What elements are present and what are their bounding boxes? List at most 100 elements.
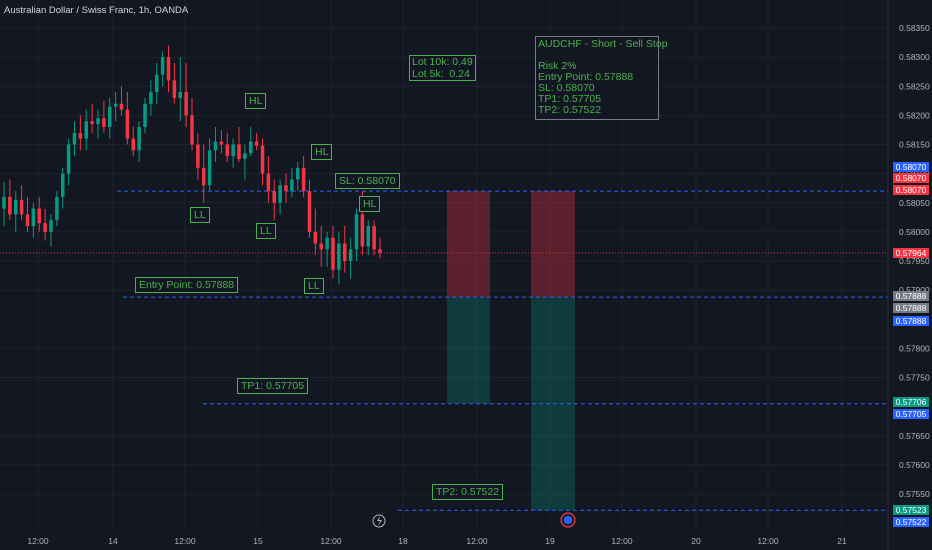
info-line: TP2: 0.57522	[538, 104, 602, 116]
price-tag: 0.57964	[893, 248, 929, 258]
info-line: AUDCHF - Short - Sell Stop	[538, 38, 668, 50]
candle-body	[31, 208, 36, 227]
candle-body	[154, 74, 159, 93]
swing-label-hl[interactable]: HL	[311, 144, 333, 160]
price-tag: 0.57888	[893, 291, 929, 301]
swing-label-hl[interactable]: HL	[245, 93, 267, 109]
info-line: TP1: 0.57705	[538, 93, 602, 105]
x-tick-label: 14	[108, 536, 118, 546]
y-tick-label: 0.57650	[899, 431, 930, 441]
candle-body	[337, 243, 341, 270]
candle-body	[360, 214, 365, 247]
swing-label-ll[interactable]: LL	[256, 223, 276, 239]
price-tag: 0.58070	[893, 173, 929, 183]
candle-body	[160, 57, 165, 75]
x-tick-label: 12:00	[757, 536, 779, 546]
candle-body	[143, 103, 147, 128]
candle-body	[49, 220, 53, 232]
symbol-title: Australian Dollar / Swiss Franc, 1h, OAN…	[4, 5, 189, 16]
candle-body	[325, 237, 329, 250]
candle-body	[125, 109, 130, 139]
candle-body	[348, 249, 353, 261]
x-tick-label: 19	[545, 536, 555, 546]
candle-body	[72, 132, 77, 145]
candle-body	[37, 208, 42, 224]
x-tick-label: 21	[837, 536, 847, 546]
swing-label-ll[interactable]: LL	[190, 207, 210, 223]
price-tag: 0.57523	[893, 505, 929, 515]
candle-body	[43, 223, 47, 232]
trade-info-box[interactable]: AUDCHF - Short - Sell Stop Risk 2% Entry…	[535, 36, 668, 120]
info-line: SL: 0.58070	[538, 82, 595, 94]
candle-body	[331, 237, 335, 270]
candle-body	[284, 185, 288, 192]
candle-body	[254, 141, 259, 146]
candle-body	[8, 196, 12, 215]
y-tick-label: 0.57750	[899, 373, 930, 383]
chart-grid	[0, 0, 888, 532]
candle-body	[13, 199, 18, 215]
candle-body	[272, 191, 277, 203]
y-tick-label: 0.57950	[899, 256, 930, 266]
candle-body	[266, 173, 271, 192]
candle-body	[119, 103, 124, 110]
risk-zone	[447, 191, 490, 298]
candle-body	[137, 127, 141, 151]
candle-body	[19, 199, 24, 215]
candle-body	[90, 121, 94, 125]
candle-body	[307, 191, 312, 232]
reward-zone	[447, 297, 490, 404]
candle-body	[225, 144, 230, 157]
candle-body	[243, 153, 247, 160]
info-line: Entry Point: 0.57888	[538, 71, 634, 83]
candle-body	[213, 141, 218, 151]
price-axis[interactable]: 0.583500.583000.582500.582000.581500.581…	[887, 0, 930, 550]
price-tag: 0.58070	[893, 185, 929, 195]
candle-body	[113, 103, 118, 107]
candle-body	[354, 214, 359, 250]
candle-body	[84, 121, 89, 139]
swing-label-ll[interactable]: LL	[304, 278, 324, 294]
price-tag: 0.58070	[893, 162, 929, 172]
candle-body	[60, 173, 65, 197]
candle-body	[178, 92, 183, 98]
lot-line: Lot 5k: 0.24	[412, 68, 470, 80]
candle-body	[131, 138, 136, 151]
candle-body	[237, 144, 241, 160]
candle-body	[107, 106, 112, 128]
x-tick-label: 12:00	[611, 536, 633, 546]
lot-size-box[interactable]: Lot 10k: 0.49 Lot 5k: 0.24	[409, 55, 476, 81]
y-tick-label: 0.58250	[899, 81, 930, 91]
y-tick-label: 0.58050	[899, 198, 930, 208]
time-axis[interactable]: 12:00 14 12:00 15 12:00 18 12:00 19 12:00 20 12:00…	[27, 536, 847, 546]
y-tick-label: 0.58150	[899, 140, 930, 150]
x-tick-label: 18	[398, 536, 408, 546]
y-tick-label: 0.57550	[899, 489, 930, 499]
candle-body	[260, 145, 265, 174]
tp2-label[interactable]: TP2: 0.57522	[432, 484, 504, 500]
swing-label-hl[interactable]: HL	[359, 196, 381, 212]
sl-label[interactable]: SL: 0.58070	[335, 173, 400, 189]
candle-body	[190, 115, 194, 145]
lot-line: Lot 10k: 0.49	[412, 56, 473, 68]
y-tick-label: 0.57600	[899, 460, 930, 470]
candle-body	[102, 118, 106, 128]
tp1-label[interactable]: TP1: 0.57705	[237, 378, 309, 394]
candle-body	[342, 243, 347, 261]
y-tick-label: 0.58300	[899, 52, 930, 62]
candle-body	[66, 144, 71, 174]
candle-body	[207, 150, 212, 186]
entry-label[interactable]: Entry Point: 0.57888	[135, 277, 239, 293]
candle-body	[25, 214, 30, 227]
candle-body	[231, 144, 235, 157]
candle-body	[78, 132, 83, 139]
price-tag: 0.57888	[893, 316, 929, 326]
candle-body	[2, 196, 6, 209]
y-tick-label: 0.58000	[899, 227, 930, 237]
candle-body	[319, 243, 324, 250]
candle-body	[55, 196, 59, 221]
x-tick-label: 12:00	[174, 536, 196, 546]
flag-icon[interactable]	[560, 512, 576, 528]
flash-icon[interactable]	[372, 514, 386, 528]
